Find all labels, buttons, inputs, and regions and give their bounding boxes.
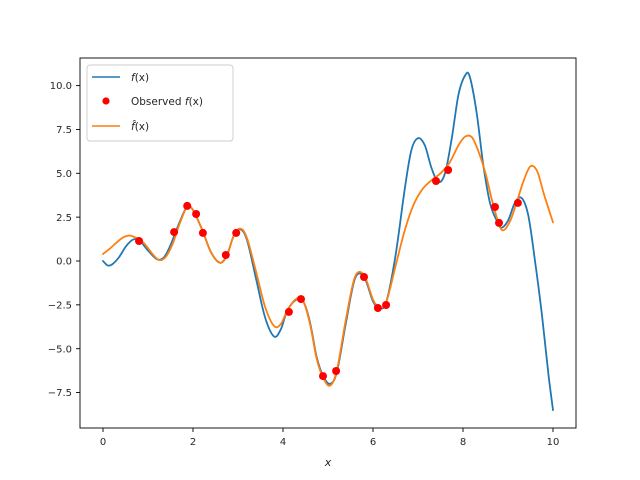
observed-point bbox=[373, 304, 382, 312]
observed-point bbox=[297, 295, 305, 304]
observed-point bbox=[192, 210, 201, 218]
observed-point bbox=[284, 307, 293, 316]
y-tick-label: 7.5 bbox=[56, 125, 72, 136]
legend: f(x) Observed f(x) f̂(x) bbox=[86, 64, 234, 142]
y-tick-label: 5.0 bbox=[56, 169, 72, 180]
y-tick-label: 2.5 bbox=[56, 213, 72, 224]
observed-point bbox=[135, 237, 143, 245]
x-tick-label: 10 bbox=[547, 437, 560, 448]
observed-point bbox=[221, 251, 230, 259]
legend-marker-observed-icon bbox=[102, 97, 110, 105]
x-axis-label: x bbox=[324, 456, 332, 469]
y-tick-label: 10.0 bbox=[50, 81, 72, 92]
observed-point bbox=[495, 218, 503, 227]
observed-point bbox=[360, 273, 368, 281]
y-tick-label: −2.5 bbox=[48, 300, 72, 311]
legend-box bbox=[86, 64, 234, 142]
axes-frame bbox=[79, 57, 577, 429]
x-tick-label: 0 bbox=[100, 437, 106, 448]
observed-point bbox=[170, 228, 179, 237]
plot-area bbox=[102, 71, 554, 411]
legend-label-observed: Observed f(x) bbox=[131, 96, 203, 108]
observed-point bbox=[198, 228, 207, 237]
observed-point bbox=[183, 201, 192, 210]
x-tick-label: 6 bbox=[370, 437, 376, 448]
y-tick-label: −5.0 bbox=[48, 344, 72, 355]
y-axis: −7.5 −5.0 −2.5 0.0 2.5 5.0 7.5 10.0 bbox=[48, 81, 80, 399]
observed-point bbox=[444, 166, 453, 174]
observed-point bbox=[232, 228, 241, 237]
y-tick-label: 0.0 bbox=[56, 257, 72, 268]
legend-label-f: f(x) bbox=[131, 72, 149, 84]
x-tick-label: 4 bbox=[280, 437, 286, 448]
observed-point bbox=[382, 301, 391, 309]
x-tick-label: 8 bbox=[460, 437, 466, 448]
x-axis: 0 2 4 6 8 10 bbox=[100, 428, 560, 448]
observed-point bbox=[319, 372, 327, 381]
y-tick-label: −7.5 bbox=[48, 388, 72, 399]
legend-label-fhat: f̂(x) bbox=[131, 120, 149, 133]
observed-point bbox=[332, 367, 341, 375]
observed-point bbox=[432, 177, 440, 185]
x-tick-label: 2 bbox=[190, 437, 196, 448]
observed-point bbox=[513, 198, 522, 207]
observed-point bbox=[491, 203, 499, 211]
